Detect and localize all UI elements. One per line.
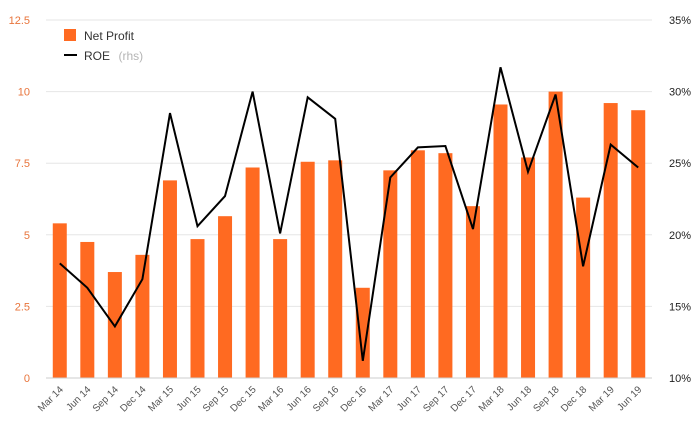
- left-tick-label: 5: [24, 230, 30, 242]
- x-tick-label: Jun 17: [395, 384, 424, 413]
- x-tick-label: Dec 14: [118, 384, 148, 414]
- bar-net-profit: [383, 170, 398, 378]
- bar-net-profit: [190, 239, 205, 378]
- right-tick-label: 10%: [669, 373, 691, 385]
- legend-roe-name: ROE: [84, 49, 110, 63]
- x-tick-label: Sep 16: [311, 384, 341, 414]
- bar-net-profit: [273, 239, 288, 378]
- x-tick-label: Mar 16: [256, 384, 286, 414]
- bar-net-profit: [603, 103, 618, 378]
- x-tick-label: Mar 14: [36, 384, 66, 414]
- x-tick-label: Jun 19: [615, 384, 644, 413]
- x-tick-label: Dec 15: [229, 384, 259, 414]
- bar-net-profit: [52, 223, 67, 378]
- bars-net-profit: [52, 91, 646, 378]
- bar-net-profit: [80, 241, 95, 378]
- x-tick-label: Sep 15: [201, 384, 231, 414]
- legend-label-roe: ROE (rhs): [84, 47, 143, 64]
- right-tick-label: 20%: [669, 230, 691, 242]
- x-tick-label: Jun 14: [64, 384, 93, 413]
- x-tick-label: Sep 17: [421, 384, 451, 414]
- right-tick-label: 15%: [669, 301, 691, 313]
- bar-net-profit: [521, 157, 536, 378]
- legend-swatch-net-profit: [64, 29, 76, 41]
- x-tick-label: Sep 18: [532, 384, 562, 414]
- x-tick-label: Jun 15: [175, 384, 204, 413]
- left-tick-label: 0: [24, 373, 30, 385]
- x-tick-label: Mar 19: [587, 384, 617, 414]
- bar-net-profit: [465, 206, 480, 378]
- bar-net-profit: [328, 160, 343, 378]
- bar-net-profit: [493, 104, 508, 378]
- x-tick-label: Dec 18: [559, 384, 589, 414]
- bar-net-profit: [218, 216, 233, 378]
- line-roe: [59, 67, 639, 361]
- left-tick-label: 12.5: [9, 15, 30, 27]
- legend: Net Profit ROE (rhs): [64, 29, 143, 64]
- x-tick-label: Sep 14: [91, 384, 121, 414]
- bar-net-profit: [162, 180, 177, 378]
- bar-net-profit: [300, 161, 315, 378]
- roe-line: [59, 67, 639, 361]
- left-tick-label: 2.5: [15, 301, 30, 313]
- x-tick-label: Dec 17: [449, 384, 479, 414]
- right-axis: 10% 15% 20% 25% 30% 35%: [669, 15, 691, 385]
- x-tick-label: Jun 16: [285, 384, 314, 413]
- bar-net-profit: [631, 110, 646, 378]
- x-tick-label: Mar 17: [367, 384, 397, 414]
- bar-net-profit: [548, 91, 563, 378]
- x-tick-label: Jun 18: [505, 384, 534, 413]
- bar-net-profit: [576, 197, 591, 378]
- left-tick-label: 7.5: [15, 158, 30, 170]
- left-tick-label: 10: [18, 87, 30, 99]
- x-tick-label: Mar 15: [146, 384, 176, 414]
- x-tick-label: Dec 16: [339, 384, 369, 414]
- x-tick-label: Mar 18: [477, 384, 507, 414]
- legend-label-net-profit: Net Profit: [84, 29, 135, 43]
- bar-net-profit: [355, 287, 370, 378]
- right-tick-label: 30%: [669, 87, 691, 99]
- right-tick-label: 25%: [669, 158, 691, 170]
- legend-roe-suffix: (rhs): [118, 49, 143, 63]
- bar-net-profit: [245, 167, 260, 378]
- left-axis: 0 2.5 5 7.5 10 12.5: [9, 15, 30, 385]
- bar-net-profit: [438, 153, 453, 378]
- bar-net-profit: [410, 150, 425, 378]
- right-tick-label: 35%: [669, 15, 691, 27]
